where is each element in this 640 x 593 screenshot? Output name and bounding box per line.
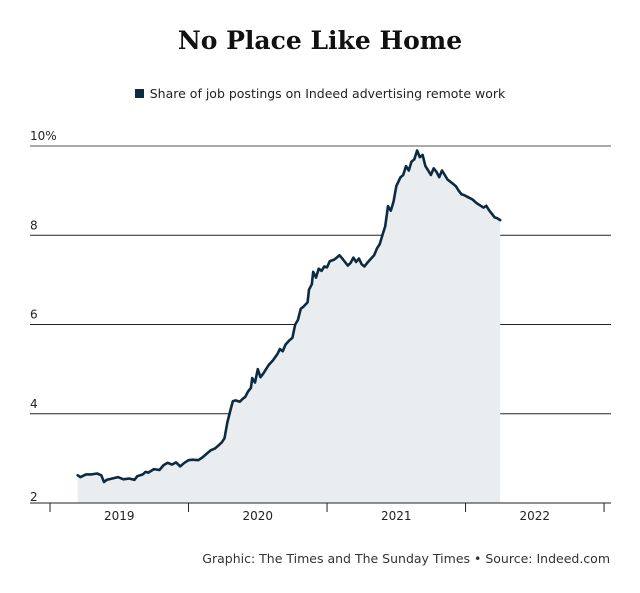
legend-swatch [134,89,144,98]
x-label-2021: 2021 [381,509,412,523]
y-tick-label-8: 8 [30,218,38,232]
series-line [76,149,502,484]
y-tick-label-2: 2 [30,490,38,504]
source-credit: Graphic: The Times and The Sunday Times … [202,551,610,566]
legend: Share of job postings on Indeed advertis… [0,86,640,101]
area-fill [77,150,501,503]
y-labels: 2 4 6 8 10% [30,129,57,504]
legend-label: Share of job postings on Indeed advertis… [149,86,506,101]
y-tick-label-10: 10% [30,129,57,143]
y-tick-label-4: 4 [30,397,38,411]
y-tick-label-6: 6 [30,308,38,322]
x-label-2022: 2022 [520,509,551,523]
x-labels: 2019 2020 2021 2022 [104,509,550,523]
x-label-2020: 2020 [243,509,274,523]
x-label-2019: 2019 [104,509,135,523]
chart-title: No Place Like Home [177,26,463,55]
x-ticks [49,503,605,512]
